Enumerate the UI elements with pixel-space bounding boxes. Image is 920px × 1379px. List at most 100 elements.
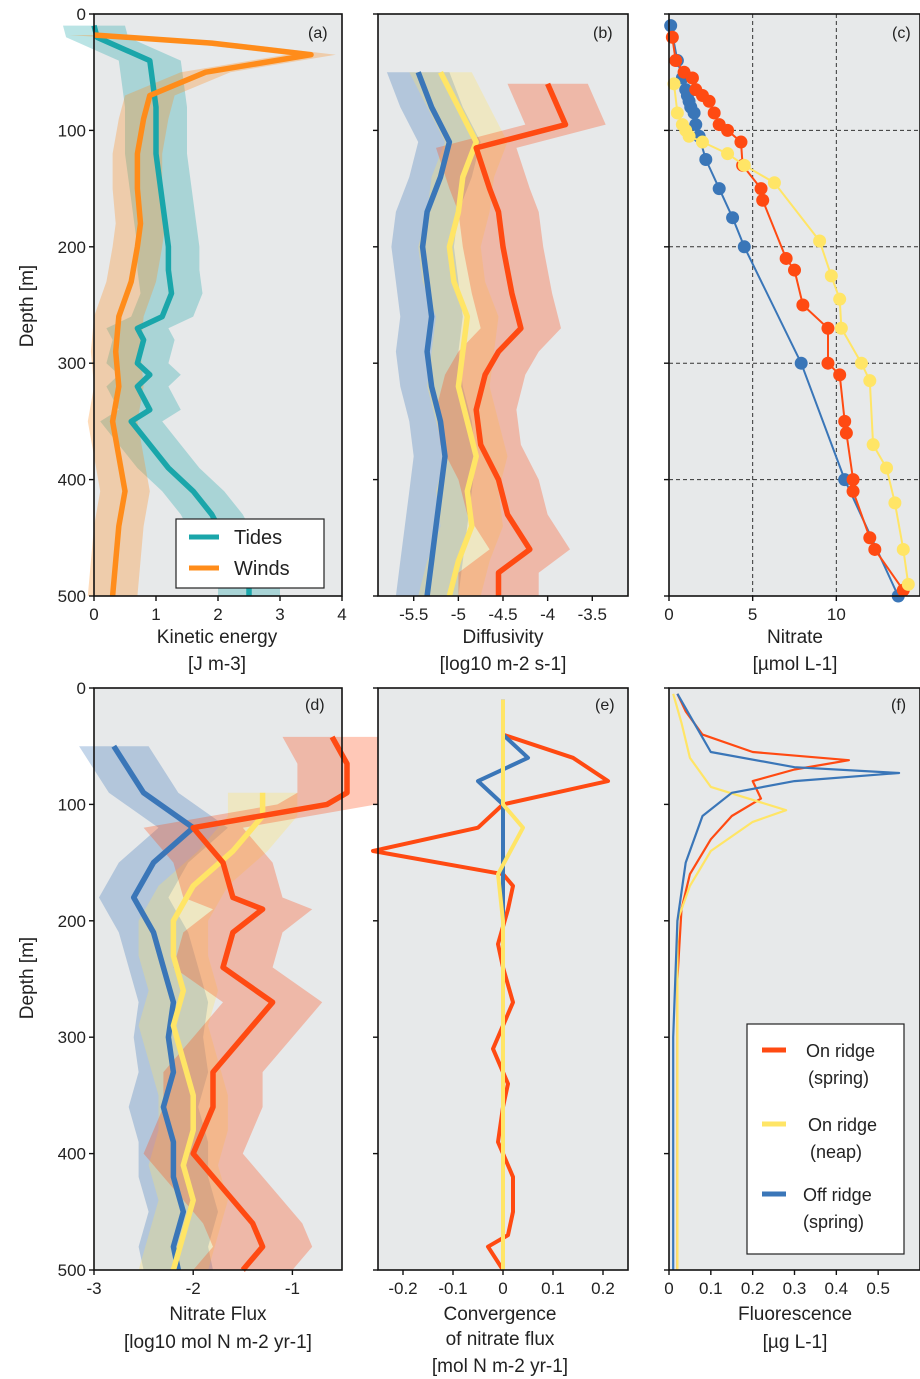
uncertainty-band — [436, 83, 606, 597]
axis-label-c-line2: [µmol L-1] — [753, 654, 838, 675]
axis-label-e-line2: of nitrate flux — [446, 1329, 555, 1350]
data-point — [670, 106, 684, 120]
legend-label-on-ridge-neap-2: (neap) — [810, 1142, 862, 1162]
x-tick-label: -5.5 — [399, 605, 428, 624]
panel-label-c: (c) — [892, 25, 911, 42]
legend-label-on-ridge-neap-1: On ridge — [808, 1115, 877, 1135]
y-tick-label: 500 — [58, 587, 86, 606]
data-point — [737, 158, 751, 172]
data-point — [868, 542, 882, 556]
x-tick-label: -5 — [451, 605, 466, 624]
data-point — [685, 71, 699, 85]
y-tick-label: 100 — [58, 795, 86, 814]
uncertainty-band — [63, 25, 280, 597]
data-point — [880, 461, 894, 475]
legend-label-tides: Tides — [234, 527, 282, 549]
data-point — [682, 129, 696, 143]
data-point — [707, 106, 721, 120]
data-point — [896, 542, 910, 556]
x-tick-label: 0.2 — [741, 1279, 765, 1298]
data-point — [754, 182, 768, 196]
data-point — [734, 135, 748, 149]
legend-label-on-ridge-spring-2: (spring) — [808, 1068, 869, 1088]
axis-label-a-line1: Kinetic energy — [157, 627, 278, 648]
y-tick-label: 300 — [58, 1028, 86, 1047]
series-line — [473, 82, 569, 596]
data-point — [702, 94, 716, 108]
axis-label-d-line2: [log10 mol N m-2 yr-1] — [124, 1332, 312, 1353]
x-tick-label: 0 — [498, 1279, 507, 1298]
axis-label-c-line1: Nitrate — [767, 627, 823, 648]
y-tick-label: 0 — [77, 5, 86, 24]
y-tick-label: 400 — [58, 471, 86, 490]
y-tick-label: 0 — [77, 679, 86, 698]
axis-label-e-line1: Convergence — [443, 1304, 556, 1325]
x-tick-label: 3 — [275, 605, 284, 624]
data-point — [667, 77, 681, 91]
data-point — [712, 182, 726, 196]
x-tick-label: -4.5 — [488, 605, 517, 624]
x-tick-label: 2 — [213, 605, 222, 624]
x-tick-label: 0.5 — [866, 1279, 890, 1298]
panel-b: -5.5 -5 -4.5 -4 -3.5 — [373, 13, 629, 624]
x-tick-label: 1 — [151, 605, 160, 624]
data-point — [721, 147, 735, 161]
data-point — [821, 356, 835, 370]
y-tick-label: 400 — [58, 1145, 86, 1164]
data-point — [664, 19, 678, 33]
x-tick-label: 5 — [748, 605, 757, 624]
data-point — [796, 298, 810, 312]
y-tick-label: 300 — [58, 354, 86, 373]
data-point — [767, 176, 781, 190]
data-point — [833, 368, 847, 382]
axis-label-b-line2: [log10 m-2 s-1] — [440, 654, 567, 675]
data-point — [756, 193, 770, 207]
data-point — [726, 211, 740, 225]
depth-axis-label-bottom: Depth [m] — [17, 937, 38, 1019]
data-point — [794, 356, 808, 370]
data-point — [839, 426, 853, 440]
data-point — [689, 118, 703, 132]
x-tick-label: 0 — [89, 605, 98, 624]
x-tick-label: -3 — [86, 1279, 101, 1298]
panel-c: 0 5 10 — [664, 13, 920, 624]
data-point — [863, 531, 877, 545]
legend-f: On ridge (spring) On ridge (neap) Off ri… — [746, 1023, 905, 1255]
data-point — [737, 240, 751, 254]
data-point — [699, 153, 713, 166]
data-point — [821, 321, 835, 335]
series-line — [496, 699, 525, 1270]
y-tick-label: 500 — [58, 1261, 86, 1280]
axis-label-f-line1: Fluorescence — [738, 1304, 852, 1325]
x-tick-label: -0.2 — [388, 1279, 417, 1298]
uncertainty-band — [409, 72, 508, 596]
x-tick-label: 0 — [664, 1279, 673, 1298]
axis-label-a-line2: [J m-3] — [188, 654, 246, 675]
x-tick-label: -0.1 — [438, 1279, 467, 1298]
data-point — [833, 292, 847, 306]
data-point — [834, 321, 848, 335]
series-line — [676, 693, 850, 1270]
x-tick-label: 4 — [337, 605, 346, 624]
legend-label-on-ridge-spring-1: On ridge — [806, 1041, 875, 1061]
plot-background — [94, 14, 342, 596]
data-point — [846, 473, 860, 487]
y-tick-label: 100 — [58, 121, 86, 140]
axis-label-f-line2: [µg L-1] — [763, 1332, 828, 1353]
panel-e: -0.2 -0.1 0 0.1 0.2 — [371, 687, 629, 1298]
data-point — [788, 263, 801, 277]
legend-label-winds: Winds — [234, 558, 290, 580]
series-line — [111, 744, 196, 1271]
data-point — [863, 374, 877, 388]
data-point — [838, 414, 852, 428]
series-line — [91, 24, 252, 596]
panel-label-d: (d) — [305, 697, 325, 714]
y-tick-label: 200 — [58, 238, 86, 257]
x-tick-label: -1 — [285, 1279, 300, 1298]
series-line — [672, 693, 901, 1270]
panel-f: 0 0.1 0.2 0.3 0.4 0.5 — [664, 687, 920, 1298]
data-point — [687, 106, 701, 120]
y-tick-label: 200 — [58, 912, 86, 931]
